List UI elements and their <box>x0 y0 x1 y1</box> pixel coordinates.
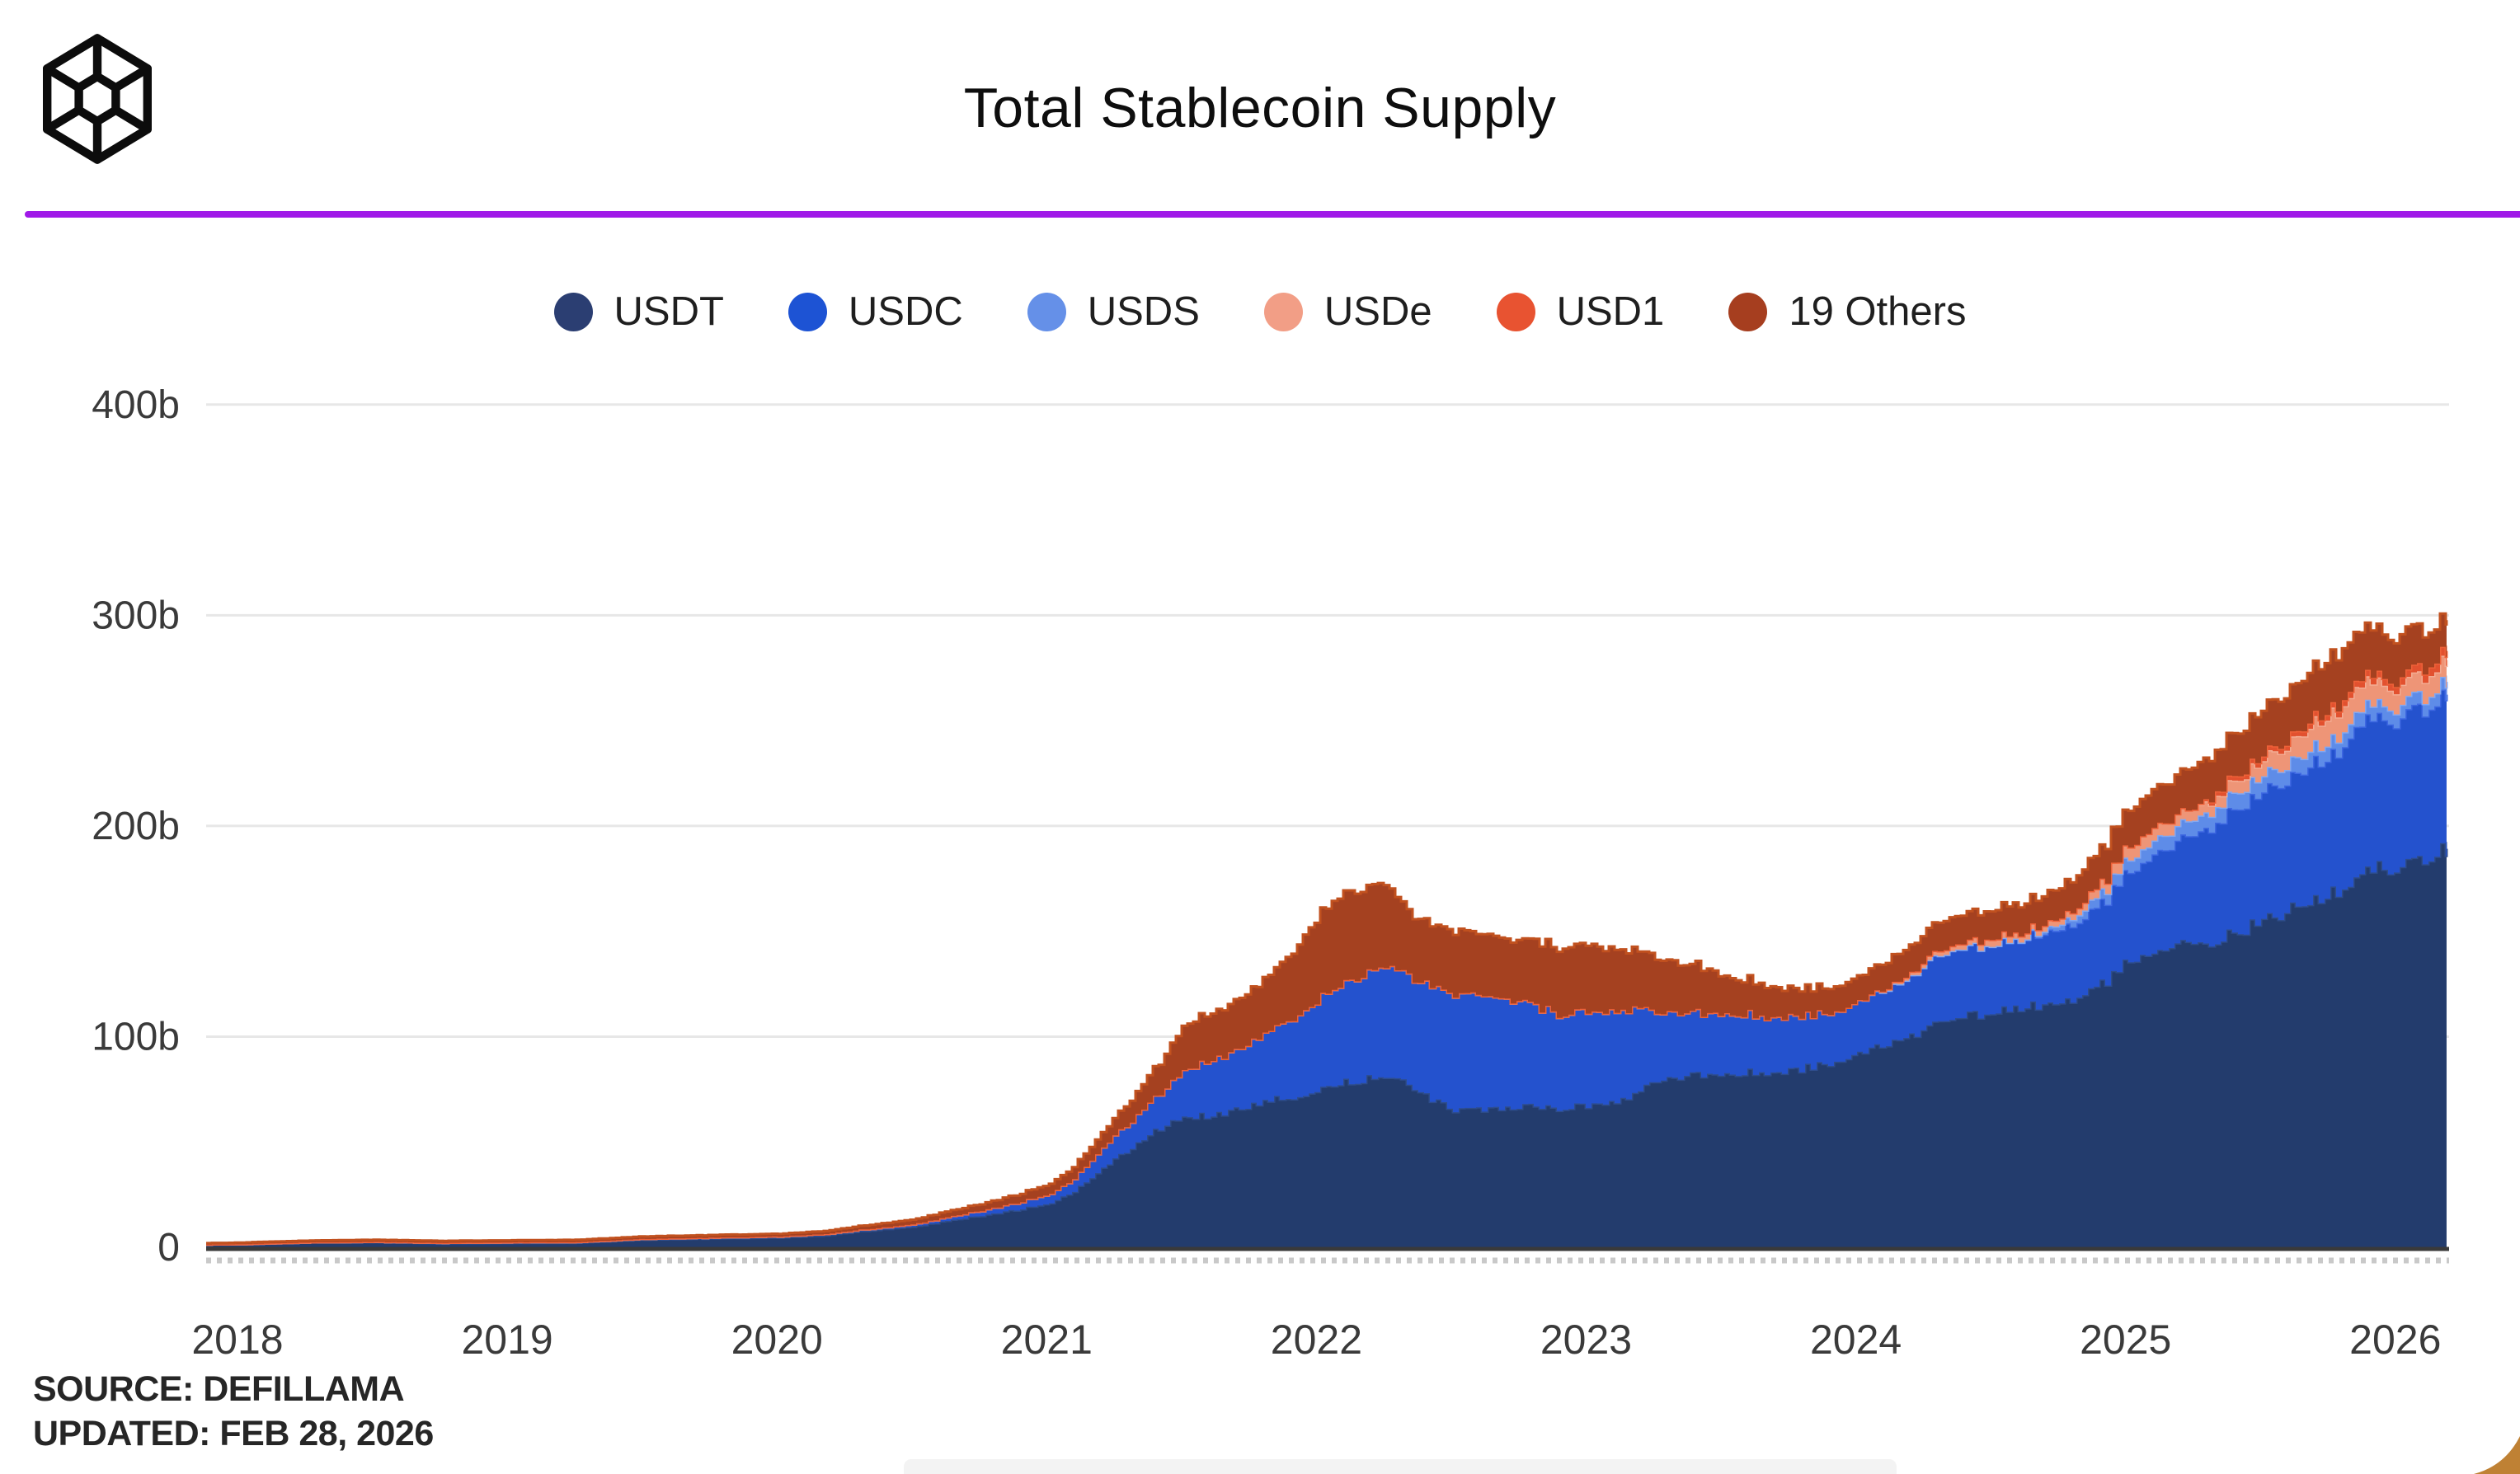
legend-label: USDS <box>1087 289 1200 334</box>
chart-legend: USDT USDC USDS USDe USD1 19 Others <box>0 289 2520 335</box>
legend-item-usds: USDS <box>1027 289 1200 335</box>
x-axis-label-2019: 2019 <box>461 1317 552 1363</box>
source-line: SOURCE: DEFILLAMA <box>33 1369 405 1409</box>
y-axis-label-300b: 300b <box>92 594 180 637</box>
cube-wireframe-logo-icon <box>43 34 152 164</box>
legend-label: 19 Others <box>1789 289 1967 334</box>
area-usdc <box>206 689 2447 1245</box>
corner-mascot-artifact <box>2474 1436 2520 1474</box>
legend-label: USD1 <box>1556 289 1665 334</box>
page-title: Total Stablecoin Supply <box>963 77 1557 139</box>
x-axis-label-2020: 2020 <box>731 1317 823 1363</box>
legend-label: USDC <box>848 289 963 334</box>
legend-dot-usdt <box>553 292 593 331</box>
x-axis-label-2022: 2022 <box>1271 1317 1362 1363</box>
x-axis-label-2023: 2023 <box>1540 1317 1632 1363</box>
updated-line: UPDATED: FEB 28, 2026 <box>33 1414 434 1454</box>
area-19-others <box>206 613 2447 1245</box>
legend-dot-usde <box>1263 292 1303 331</box>
legend-label: USDT <box>614 289 724 334</box>
source-caption: SOURCE: DEFILLAMA UPDATED: FEB 28, 2026 <box>33 1367 434 1456</box>
y-axis-label-200b: 200b <box>92 805 180 848</box>
legend-item-usde: USDe <box>1263 289 1432 335</box>
legend-dot-usds <box>1027 292 1066 331</box>
legend-item-usd1: USD1 <box>1496 289 1665 335</box>
header-divider <box>25 211 2520 218</box>
legend-label: USDe <box>1323 289 1432 334</box>
legend-item-usdc: USDC <box>788 289 963 335</box>
legend-item-19-others: 19 Others <box>1728 289 1966 335</box>
video-progress-bar[interactable] <box>904 1459 1897 1474</box>
legend-item-usdt: USDT <box>553 289 724 335</box>
legend-dot-usdc <box>788 292 827 331</box>
x-axis-label-2024: 2024 <box>1810 1317 1902 1363</box>
y-axis-label-400b: 400b <box>92 383 180 427</box>
x-axis-label-2026: 2026 <box>2349 1317 2441 1363</box>
y-axis-label-100b: 100b <box>92 1015 180 1059</box>
legend-dot-19-others <box>1728 292 1768 331</box>
y-axis-label-0: 0 <box>158 1226 180 1270</box>
x-axis-label-2018: 2018 <box>191 1317 283 1363</box>
legend-dot-usd1 <box>1496 292 1535 331</box>
area-edge-19-others <box>206 612 2448 1245</box>
x-axis-label-2021: 2021 <box>1001 1317 1093 1363</box>
area-usdt <box>206 843 2447 1247</box>
x-axis-label-2025: 2025 <box>2080 1317 2171 1363</box>
